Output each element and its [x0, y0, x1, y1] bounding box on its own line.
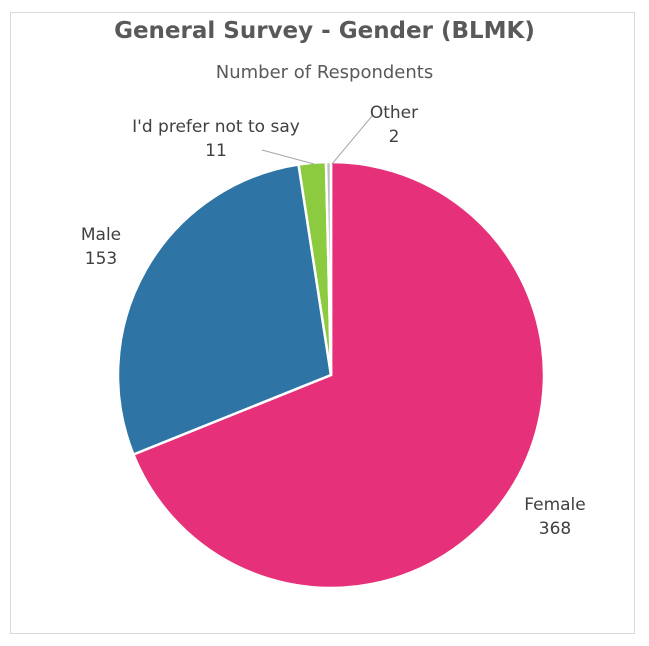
chart-title: General Survey - Gender (BLMK): [114, 18, 535, 44]
data-label-i-d-prefer-not-to-say-value: 11: [205, 141, 227, 161]
leader-line-other: [331, 115, 373, 165]
pie-slice-male: [116, 163, 333, 457]
data-label-female-name: Female: [524, 495, 585, 515]
pie-slice-other: [324, 160, 333, 376]
data-label-male-value: 153: [85, 249, 117, 269]
data-label-female-value: 368: [539, 519, 571, 539]
leader-line-i-d-prefer-not-to-say: [261, 149, 315, 165]
data-label-other-name: Other: [370, 103, 418, 123]
data-label-other-value: 2: [389, 127, 400, 147]
data-label-male-name: Male: [81, 225, 121, 245]
pie-slice-female: [131, 160, 546, 590]
chart-subtitle: Number of Respondents: [215, 62, 434, 83]
data-label-i-d-prefer-not-to-say-name: I'd prefer not to say: [132, 117, 300, 137]
